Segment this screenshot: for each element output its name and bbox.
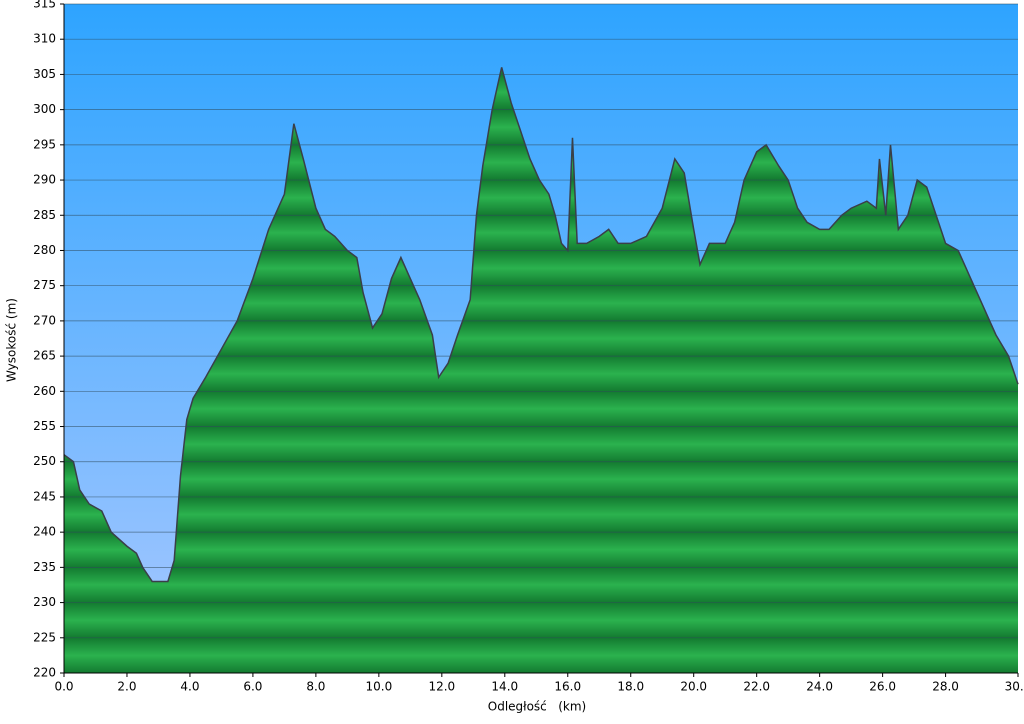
x-tick-label: 4.0 (180, 680, 199, 694)
x-tick-label: 18.0 (617, 680, 644, 694)
y-tick-label: 245 (33, 489, 56, 503)
y-tick-label: 280 (33, 243, 56, 257)
y-tick-label: 290 (33, 173, 56, 187)
area (64, 67, 1018, 673)
x-tick-label: 28.0 (932, 680, 959, 694)
y-tick-label: 225 (33, 630, 56, 644)
y-tick-label: 220 (33, 666, 56, 680)
x-tick-label: 12.0 (428, 680, 455, 694)
y-tick-label: 255 (33, 419, 56, 433)
x-tick-label: 2.0 (117, 680, 136, 694)
x-tick-label: 20.0 (680, 680, 707, 694)
x-tick-label: 30.3 (1005, 680, 1024, 694)
y-axis-label: Wysokość (m) (5, 298, 19, 382)
x-tick-label: 10.0 (365, 680, 392, 694)
y-tick-label: 250 (33, 454, 56, 468)
y-tick-label: 230 (33, 595, 56, 609)
y-tick-label: 310 (33, 32, 56, 46)
x-tick-label: 8.0 (306, 680, 325, 694)
y-tick-label: 300 (33, 102, 56, 116)
x-tick-label: 6.0 (243, 680, 262, 694)
y-tick-label: 285 (33, 208, 56, 222)
x-tick-label: 24.0 (806, 680, 833, 694)
y-tick-label: 240 (33, 525, 56, 539)
y-tick-label: 295 (33, 137, 56, 151)
y-tick-label: 260 (33, 384, 56, 398)
y-tick-label: 270 (33, 313, 56, 327)
x-tick-label: 26.0 (869, 680, 896, 694)
x-tick-label: 0.0 (54, 680, 73, 694)
y-tick-label: 315 (33, 0, 56, 11)
y-tick-label: 235 (33, 560, 56, 574)
x-axis-label: Odległość (km) (488, 700, 586, 714)
x-tick-label: 14.0 (491, 680, 518, 694)
y-tick-label: 305 (33, 67, 56, 81)
y-tick-label: 275 (33, 278, 56, 292)
x-tick-label: 22.0 (743, 680, 770, 694)
y-tick-label: 265 (33, 349, 56, 363)
x-tick-label: 16.0 (554, 680, 581, 694)
